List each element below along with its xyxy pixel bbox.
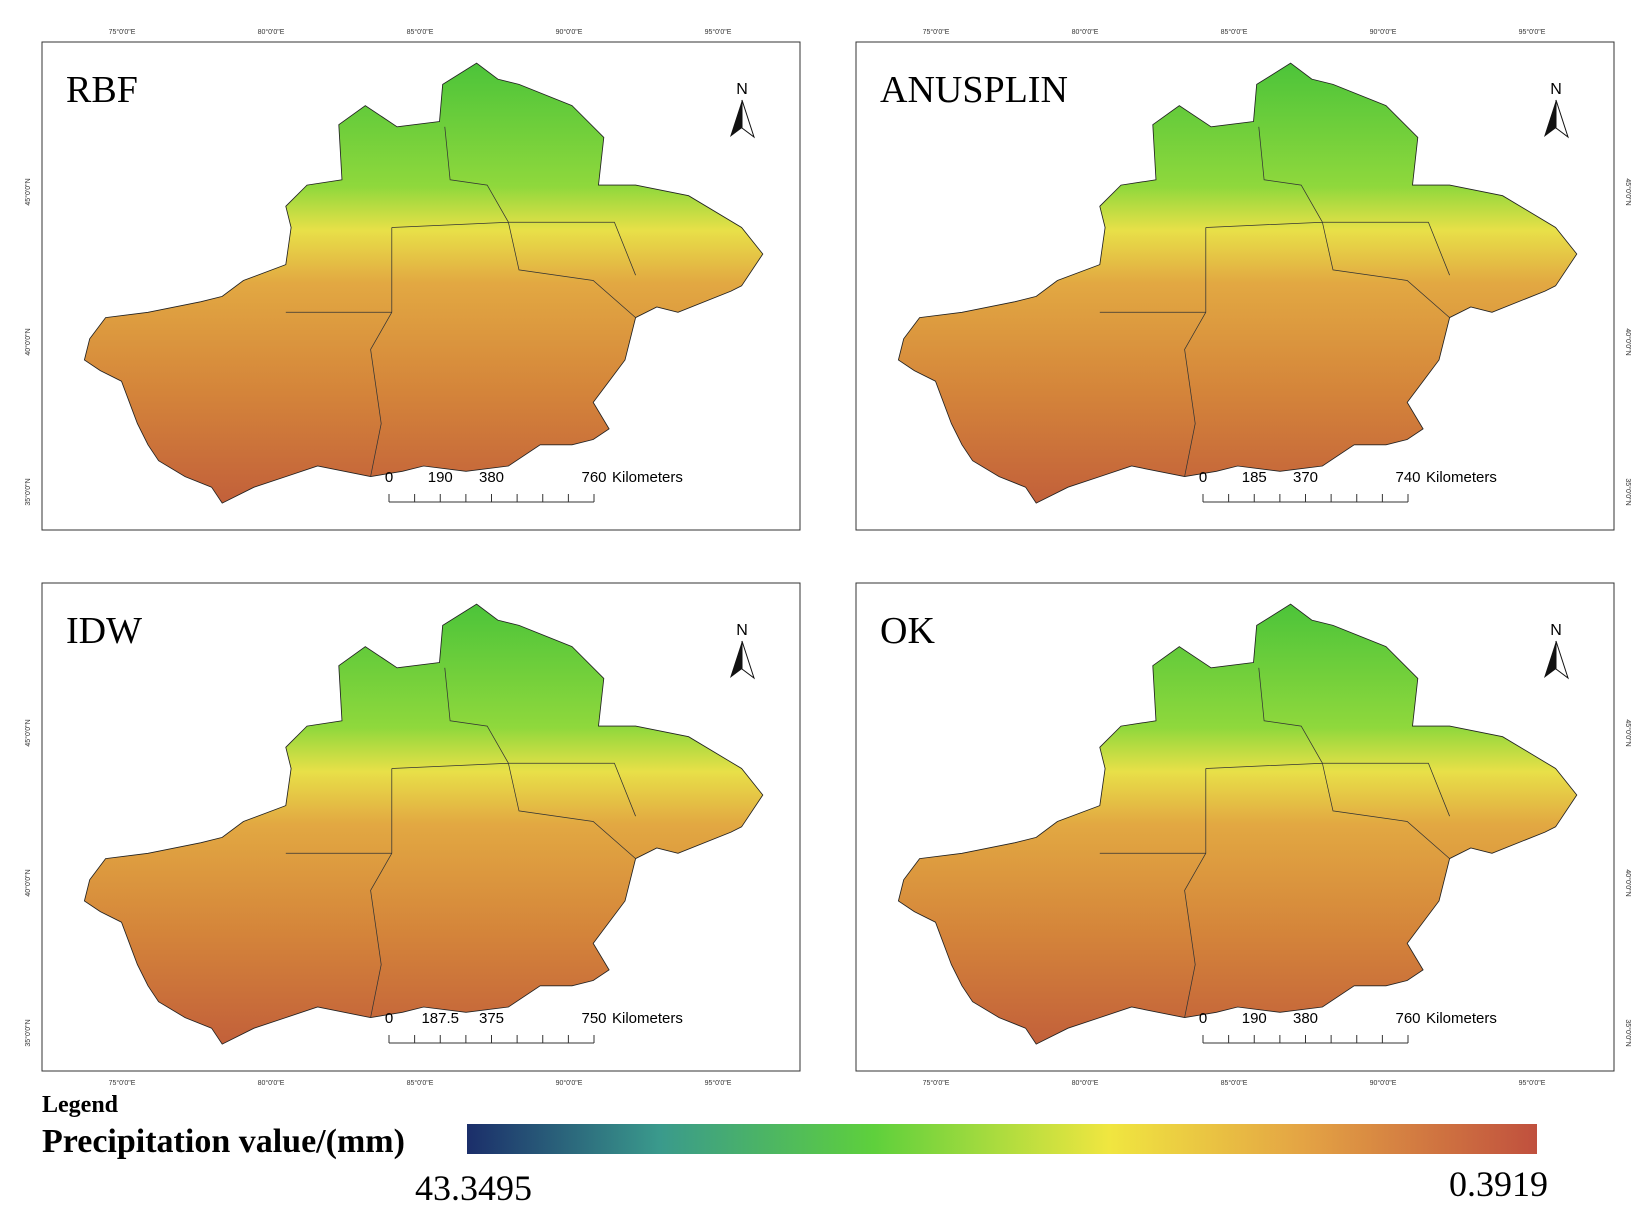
scale-label: 760 xyxy=(1395,1010,1420,1027)
scale-unit: Kilometers xyxy=(1426,469,1497,486)
scale-label: 190 xyxy=(1242,1010,1267,1027)
lon-label: 90°0'0"E xyxy=(1370,28,1397,36)
lon-label: 85°0'0"E xyxy=(1221,28,1248,36)
lat-label: 35°0'0"N xyxy=(24,478,32,505)
lon-label: 75°0'0"E xyxy=(109,28,136,36)
map-panel: IDW N 0 187.5 375 750 Kilometers 75°0'0"E 80°0'0… xyxy=(24,582,801,1087)
north-arrow xyxy=(730,100,742,137)
lat-label: 40°0'0"N xyxy=(1624,869,1632,896)
lat-label: 40°0'0"N xyxy=(1624,328,1632,355)
lat-label: 35°0'0"N xyxy=(24,1019,32,1046)
lon-label: 90°0'0"E xyxy=(1370,1079,1397,1087)
scale-label: 185 xyxy=(1242,469,1267,486)
north-label: N xyxy=(1550,622,1562,639)
boundary-lines xyxy=(285,667,636,1018)
scale-label: 190 xyxy=(428,469,453,486)
lat-label: 45°0'0"N xyxy=(24,719,32,746)
scale-unit: Kilometers xyxy=(1426,1010,1497,1027)
map-panel: OK N 0 190 380 760 Kilometers 75°0'0"E 80°0'0"E 8… xyxy=(855,582,1632,1087)
scale-unit: Kilometers xyxy=(612,1010,683,1027)
lon-label: 85°0'0"E xyxy=(407,1079,434,1087)
boundary-lines xyxy=(1099,667,1450,1018)
lon-label: 95°0'0"E xyxy=(705,28,732,36)
lat-label: 35°0'0"N xyxy=(1624,1019,1632,1046)
north-arrow xyxy=(730,641,742,678)
north-arrow xyxy=(1544,100,1556,137)
scale-label: 380 xyxy=(1293,1010,1318,1027)
lon-label: 95°0'0"E xyxy=(1519,1079,1546,1087)
scale-unit: Kilometers xyxy=(612,469,683,486)
north-label: N xyxy=(736,81,748,98)
lon-label: 85°0'0"E xyxy=(1221,1079,1248,1087)
legend-high: 43.3495 xyxy=(415,1168,532,1208)
map-body xyxy=(83,62,764,504)
map-body xyxy=(83,603,764,1045)
scale-label: 760 xyxy=(581,469,606,486)
lat-label: 45°0'0"N xyxy=(24,178,32,205)
scale-label: 750 xyxy=(581,1010,606,1027)
scale-label: 187.5 xyxy=(421,1010,459,1027)
map-panel: ANUSPLIN N 0 185 370 740 Kilometers 75°0'0"E 80°… xyxy=(855,28,1632,531)
north-label: N xyxy=(736,622,748,639)
lon-label: 90°0'0"E xyxy=(556,28,583,36)
north-arrow-half xyxy=(1555,99,1569,139)
north-arrow-half xyxy=(1555,640,1569,680)
lon-label: 75°0'0"E xyxy=(109,1079,136,1087)
lat-label: 35°0'0"N xyxy=(1624,478,1632,505)
lat-label: 40°0'0"N xyxy=(24,869,32,896)
scale-label: 370 xyxy=(1293,469,1318,486)
legend-low: 0.3919 xyxy=(1449,1164,1548,1204)
north-arrow-half xyxy=(741,99,755,139)
north-arrow xyxy=(1544,641,1556,678)
scale-label: 0 xyxy=(385,1010,393,1027)
scale-label: 380 xyxy=(479,469,504,486)
panel-title: OK xyxy=(880,610,935,652)
boundary-lines xyxy=(285,126,636,477)
north-arrow-half xyxy=(741,640,755,680)
legend-title: Precipitation value/(mm) xyxy=(42,1123,405,1160)
lon-label: 95°0'0"E xyxy=(705,1079,732,1087)
panel-title: IDW xyxy=(66,610,142,652)
color-ramp xyxy=(467,1124,1537,1154)
lon-label: 80°0'0"E xyxy=(258,28,285,36)
scale-label: 0 xyxy=(1199,1010,1207,1027)
scale-label: 375 xyxy=(479,1010,504,1027)
boundary-lines xyxy=(1099,126,1450,477)
lon-label: 75°0'0"E xyxy=(923,1079,950,1087)
lon-label: 75°0'0"E xyxy=(923,28,950,36)
lat-label: 45°0'0"N xyxy=(1624,719,1632,746)
lon-label: 95°0'0"E xyxy=(1519,28,1546,36)
panel-title: ANUSPLIN xyxy=(880,69,1068,111)
north-label: N xyxy=(1550,81,1562,98)
lon-label: 80°0'0"E xyxy=(1072,28,1099,36)
legend: Legend Precipitation value/(mm) 43.3495 … xyxy=(42,1092,1548,1208)
lon-label: 90°0'0"E xyxy=(556,1079,583,1087)
scale-label: 0 xyxy=(1199,469,1207,486)
legend-heading: Legend xyxy=(42,1092,119,1118)
panels: RBF N 0 190 380 760 Kilometers 75°0'0"E 80°0'0"E… xyxy=(24,28,1632,1087)
lat-label: 40°0'0"N xyxy=(24,328,32,355)
scale-label: 0 xyxy=(385,469,393,486)
lon-label: 85°0'0"E xyxy=(407,28,434,36)
lat-label: 45°0'0"N xyxy=(1624,178,1632,205)
map-body xyxy=(897,603,1578,1045)
map-body xyxy=(897,62,1578,504)
panel-title: RBF xyxy=(66,69,138,111)
lon-label: 80°0'0"E xyxy=(1072,1079,1099,1087)
scale-label: 740 xyxy=(1395,469,1420,486)
map-panel: RBF N 0 190 380 760 Kilometers 75°0'0"E 80°0'0"E… xyxy=(24,28,801,531)
lon-label: 80°0'0"E xyxy=(258,1079,285,1087)
